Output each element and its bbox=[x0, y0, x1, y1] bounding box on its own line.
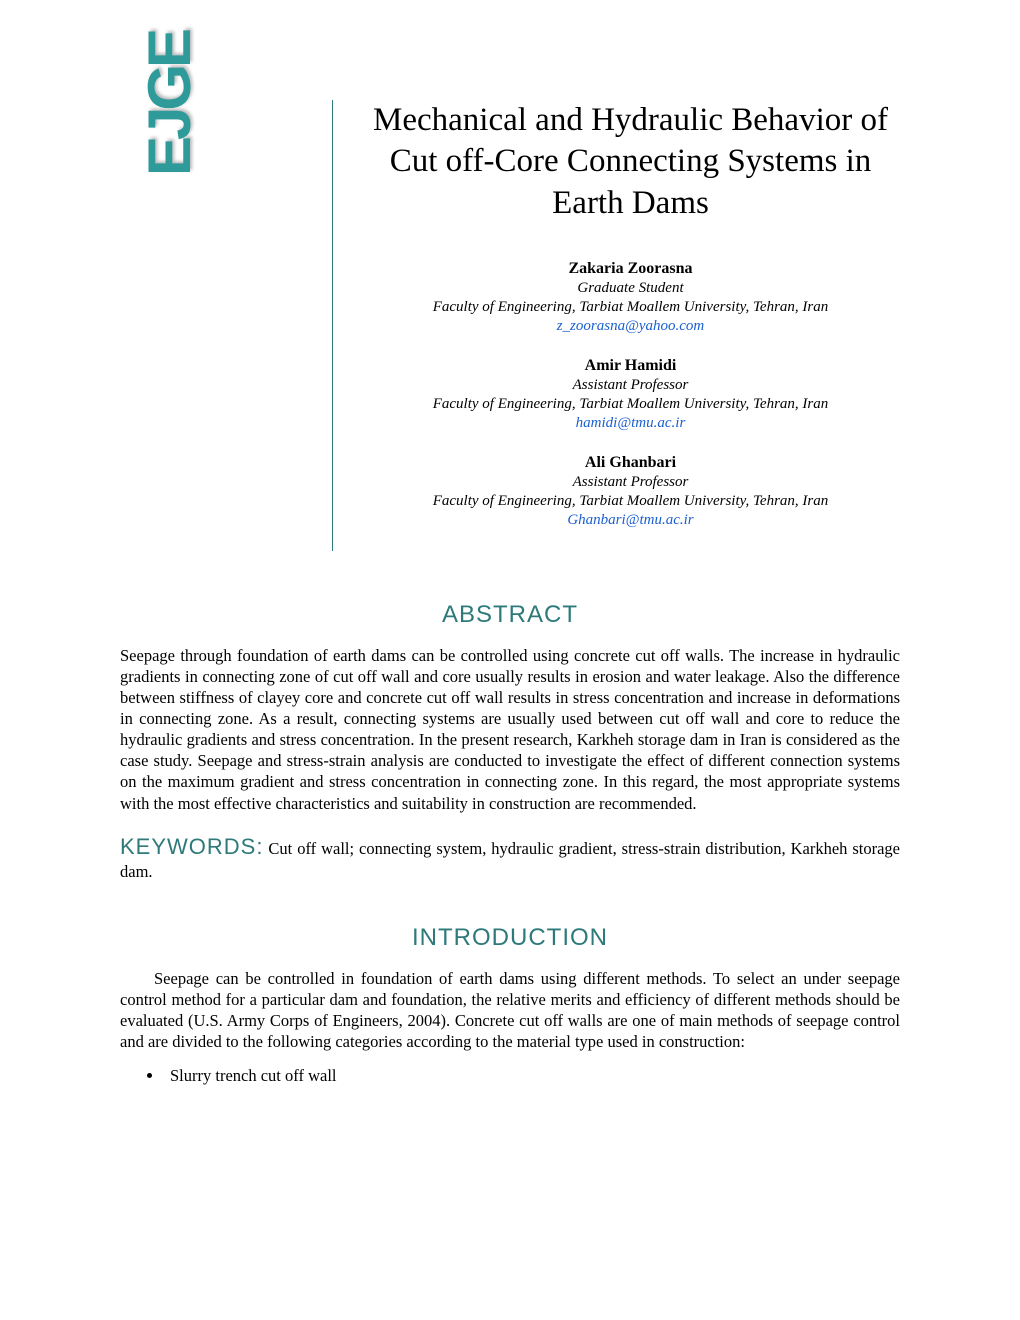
abstract-body: Seepage through foundation of earth dams… bbox=[120, 645, 900, 814]
introduction-body: Seepage can be controlled in foundation … bbox=[120, 968, 900, 1052]
author-name: Ali Ghanbari bbox=[361, 454, 900, 472]
author-email-link[interactable]: z_zoorasna@yahoo.com bbox=[361, 318, 900, 335]
page-root: EJGE Mechanical and Hydraulic Behavior o… bbox=[0, 0, 1020, 1320]
bullet-list: Slurry trench cut off wall bbox=[164, 1066, 900, 1086]
title-column: Mechanical and Hydraulic Behavior of Cut… bbox=[361, 100, 900, 551]
author-role: Assistant Professor bbox=[361, 474, 900, 491]
vertical-divider bbox=[332, 100, 333, 551]
author-role: Graduate Student bbox=[361, 280, 900, 297]
author-email-link[interactable]: hamidi@tmu.ac.ir bbox=[361, 415, 900, 432]
journal-logo: EJGE bbox=[140, 32, 200, 176]
author-name: Amir Hamidi bbox=[361, 357, 900, 375]
author-name: Zakaria Zoorasna bbox=[361, 260, 900, 278]
author-affiliation: Faculty of Engineering, Tarbiat Moallem … bbox=[361, 396, 900, 413]
header-block: EJGE Mechanical and Hydraulic Behavior o… bbox=[160, 100, 900, 551]
abstract-heading: ABSTRACT bbox=[120, 601, 900, 629]
author-affiliation: Faculty of Engineering, Tarbiat Moallem … bbox=[361, 299, 900, 316]
author-role: Assistant Professor bbox=[361, 377, 900, 394]
keywords-label: KEYWORDS: bbox=[120, 834, 263, 859]
keywords-line: KEYWORDS: Cut off wall; connecting syste… bbox=[120, 832, 900, 884]
author-block-2: Ali Ghanbari Assistant Professor Faculty… bbox=[361, 454, 900, 529]
author-email-link[interactable]: Ghanbari@tmu.ac.ir bbox=[361, 512, 900, 529]
author-block-0: Zakaria Zoorasna Graduate Student Facult… bbox=[361, 260, 900, 335]
author-block-1: Amir Hamidi Assistant Professor Faculty … bbox=[361, 357, 900, 432]
introduction-heading: INTRODUCTION bbox=[120, 924, 900, 952]
list-item: Slurry trench cut off wall bbox=[164, 1066, 900, 1086]
article-title: Mechanical and Hydraulic Behavior of Cut… bbox=[361, 100, 900, 224]
author-affiliation: Faculty of Engineering, Tarbiat Moallem … bbox=[361, 493, 900, 510]
logo-column: EJGE bbox=[160, 100, 304, 551]
